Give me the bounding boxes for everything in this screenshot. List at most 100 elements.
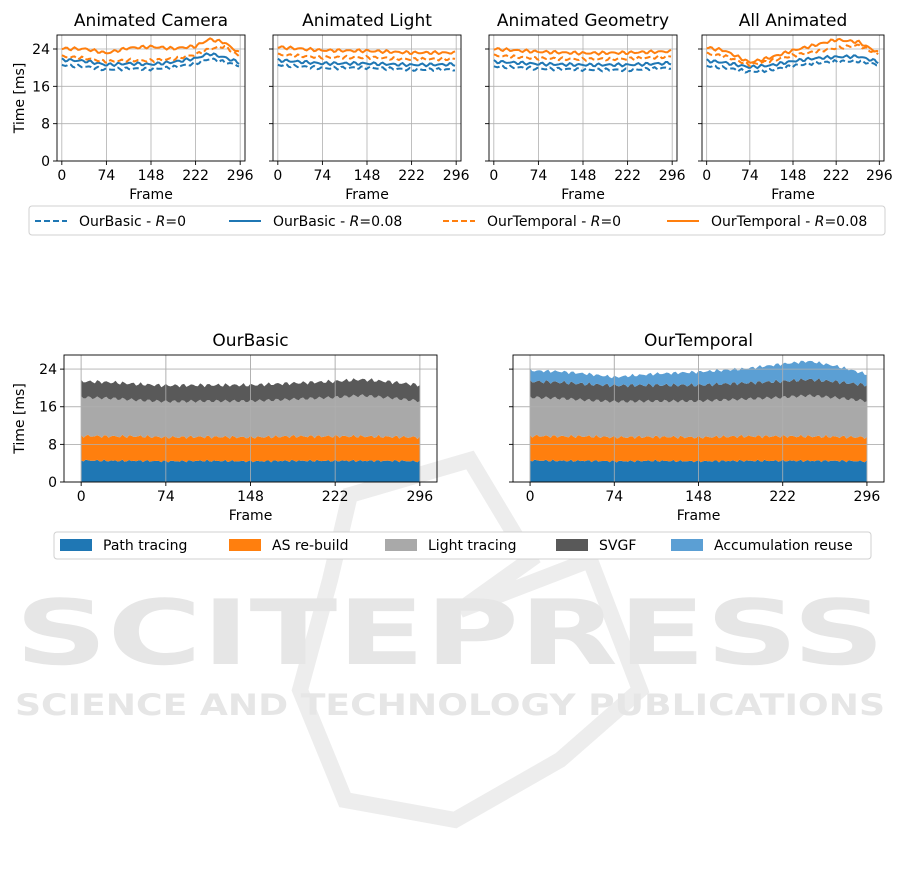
x-tick-label: 74 xyxy=(313,168,331,184)
chart-panel-animated-light: 0 74 148 222 296 Animated Light Frame xyxy=(269,11,470,203)
legend-entry-suffix: =0 xyxy=(165,214,186,230)
x-tick-label: 148 xyxy=(138,168,165,184)
x-tick-label: 148 xyxy=(570,168,597,184)
y-tick-label: 16 xyxy=(32,79,50,95)
legend-top: OurBasic - R=0 OurBasic - R=0.08 OurTempor… xyxy=(28,205,886,236)
legend-bottom: Path tracing AS re-build Light tracing SVGF… xyxy=(53,531,872,560)
x-tick-label: 222 xyxy=(769,489,796,505)
x-axis-label: Frame xyxy=(677,508,721,524)
y-tick-label: 8 xyxy=(41,117,50,133)
series-line-ourbasic-r-0-08 xyxy=(706,54,879,70)
series-line-ourbasic-r-0 xyxy=(277,63,456,72)
x-tick-label: 222 xyxy=(614,168,641,184)
x-tick-label: 74 xyxy=(157,489,175,505)
legend-label-light-tracing: Light tracing xyxy=(428,538,517,554)
plot-title: Animated Camera xyxy=(74,11,228,31)
x-tick-label: 222 xyxy=(398,168,425,184)
legend-entry-variable: R xyxy=(591,214,601,230)
x-tick-label: 0 xyxy=(489,168,498,184)
legend-entry-label: OurTemporal - R=0 xyxy=(487,214,621,230)
x-tick-label: 296 xyxy=(443,168,470,184)
x-tick-label: 0 xyxy=(57,168,66,184)
x-tick-label: 296 xyxy=(406,489,433,505)
legend-entry-prefix: OurTemporal - xyxy=(487,214,591,230)
legend-swatch-path-tracing xyxy=(60,539,92,551)
series-line-ourbasic-r-0 xyxy=(61,57,240,72)
legend-entry-prefix: OurBasic - xyxy=(79,214,156,230)
x-tick-label: 222 xyxy=(322,489,349,505)
x-tick-label: 74 xyxy=(605,489,623,505)
series-line-ourbasic-r-0 xyxy=(493,64,672,73)
series-line-ourtemporal-r-0 xyxy=(493,53,672,62)
x-axis-label: Frame xyxy=(129,187,173,203)
x-tick-label: 0 xyxy=(526,489,535,505)
x-axis-label: Frame xyxy=(229,508,273,524)
y-tick-label: 16 xyxy=(39,400,57,416)
legend-entry-label: OurTemporal - R=0.08 xyxy=(711,214,867,230)
y-tick-label: 0 xyxy=(48,475,57,491)
legend-label-path-tracing: Path tracing xyxy=(103,538,187,554)
watermark-brand: SCITEPRESS xyxy=(15,581,885,686)
legend-label-as-re-build: AS re-build xyxy=(272,538,348,554)
x-axis-label: Frame xyxy=(561,187,605,203)
legend-entry-variable: R xyxy=(350,214,360,230)
series-line-ourbasic-r-0-08 xyxy=(493,59,672,68)
y-tick-label: 24 xyxy=(32,42,50,58)
chart-panel-all-animated: 0 74 148 222 296 All Animated Frame xyxy=(698,11,893,203)
legend-entry-label: OurBasic - R=0 xyxy=(79,214,186,230)
watermark-tagline: SCIENCE AND TECHNOLOGY PUBLICATIONS xyxy=(15,688,885,722)
x-axis-label: Frame xyxy=(771,187,815,203)
legend-entry-label: OurBasic - R=0.08 xyxy=(273,214,402,230)
legend-bottom-frame xyxy=(53,531,872,560)
legend-entry-suffix: =0 xyxy=(600,214,621,230)
y-tick-label: 0 xyxy=(41,154,50,170)
plot-title: Animated Light xyxy=(302,11,432,31)
x-tick-label: 0 xyxy=(702,168,711,184)
x-tick-label: 148 xyxy=(237,489,264,505)
x-tick-label: 0 xyxy=(77,489,86,505)
chart-panel-ourtemporal: 0 74 148 222 296 OurTemporal Frame xyxy=(509,331,885,524)
x-tick-label: 296 xyxy=(227,168,254,184)
legend-entry-variable: R xyxy=(156,214,166,230)
watermark: SCITEPRESS SCIENCE AND TECHNOLOGY PUBLIC… xyxy=(15,450,885,829)
x-tick-label: 0 xyxy=(273,168,282,184)
series-line-ourtemporal-r-0-08 xyxy=(277,45,456,56)
x-tick-label: 74 xyxy=(741,168,759,184)
chart-panel-animated-camera: 0 74 148 222 296 0 8 16 24 Animated Camera Frame Ti… xyxy=(12,11,254,203)
series-line-ourtemporal-r-0 xyxy=(277,52,456,62)
series-line-ourtemporal-r-0-08 xyxy=(61,37,240,55)
x-tick-label: 74 xyxy=(97,168,115,184)
x-tick-label: 74 xyxy=(529,168,547,184)
series-line-ourbasic-r-0-08 xyxy=(277,57,456,68)
series-line-ourtemporal-r-0 xyxy=(706,43,879,68)
x-tick-label: 296 xyxy=(854,489,881,505)
x-tick-label: 222 xyxy=(182,168,209,184)
legend-entry-suffix: =0.08 xyxy=(359,214,402,230)
y-axis-label: Time [ms] xyxy=(12,383,28,455)
legend-swatch-svgf xyxy=(556,539,588,551)
plot-title: Animated Geometry xyxy=(497,11,669,31)
legend-label-accumulation-reuse: Accumulation reuse xyxy=(714,538,853,554)
plot-area: 0 74 148 222 296 0 8 16 24 Animated Camera Frame Ti… xyxy=(12,11,893,524)
legend-entry-variable: R xyxy=(815,214,825,230)
series-line-ourtemporal-r-0 xyxy=(61,44,240,65)
legend-swatch-as-re-build xyxy=(229,539,261,551)
x-tick-label: 148 xyxy=(780,168,807,184)
x-tick-label: 222 xyxy=(823,168,850,184)
series-line-ourbasic-r-0 xyxy=(706,59,879,74)
legend-entry-prefix: OurTemporal - xyxy=(711,214,815,230)
plot-title: All Animated xyxy=(739,11,848,31)
plot-title: OurTemporal xyxy=(644,331,753,351)
x-tick-label: 296 xyxy=(866,168,893,184)
y-tick-label: 8 xyxy=(48,437,57,453)
chart-panel-ourbasic: 0 74 148 222 296 0 8 16 24 OurBasic Frame Time [ms] xyxy=(12,331,438,524)
series-line-ourtemporal-r-0-08 xyxy=(706,37,879,64)
x-axis-label: Frame xyxy=(345,187,389,203)
legend-entry-suffix: =0.08 xyxy=(824,214,867,230)
y-tick-label: 24 xyxy=(39,362,57,378)
legend-label-svgf: SVGF xyxy=(599,538,636,554)
x-tick-label: 148 xyxy=(685,489,712,505)
chart-panel-animated-geometry: 0 74 148 222 296 Animated Geometry Frame xyxy=(485,11,686,203)
legend-swatch-light-tracing xyxy=(385,539,417,551)
